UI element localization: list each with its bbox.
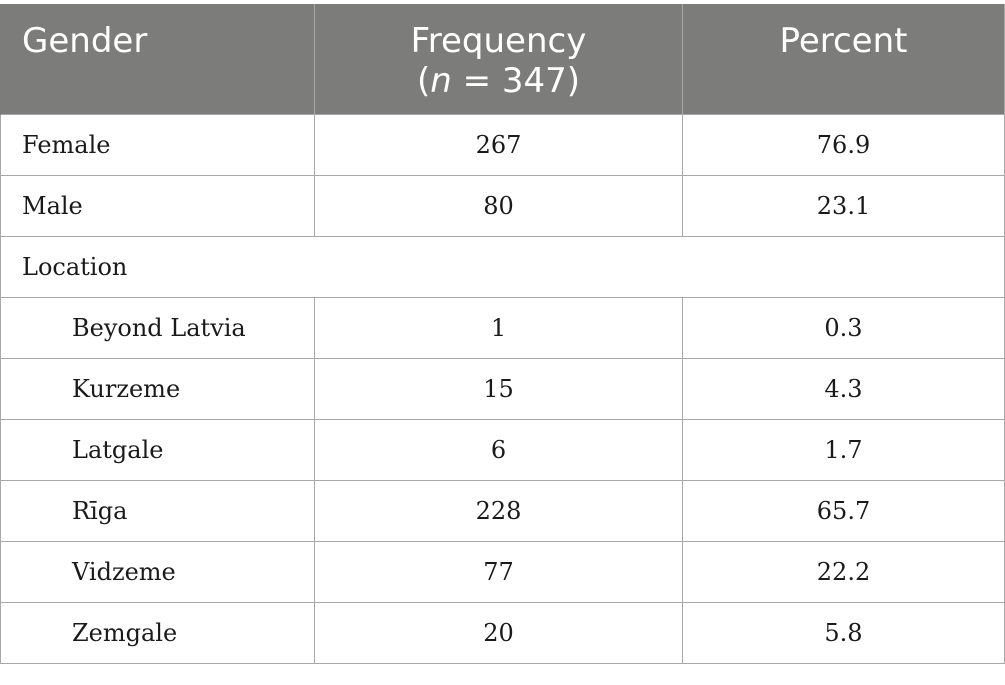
- row-label: Kurzeme: [0, 358, 315, 420]
- row-label: Vidzeme: [0, 541, 315, 603]
- section-row: Location: [0, 236, 1005, 298]
- table-row: Vidzeme 77 22.2: [0, 541, 1005, 603]
- table-row: Kurzeme 15 4.3: [0, 358, 1005, 420]
- row-label: Latgale: [0, 419, 315, 481]
- section-label: Location: [0, 236, 1005, 298]
- row-frequency: 80: [314, 175, 683, 237]
- row-percent: 76.9: [682, 114, 1005, 176]
- table-row: Latgale 6 1.7: [0, 419, 1005, 481]
- table-row: Male 80 23.1: [0, 175, 1005, 237]
- table-body: Female 267 76.9 Male 80 23.1 Location Beyond La…: [0, 114, 1005, 664]
- header-percent: Percent: [682, 4, 1005, 115]
- header-frequency: Frequency (n = 347): [314, 4, 683, 115]
- row-frequency: 15: [314, 358, 683, 420]
- row-percent: 0.3: [682, 297, 1005, 359]
- row-frequency: 228: [314, 480, 683, 542]
- header-frequency-label: Frequency: [410, 21, 587, 61]
- row-percent: 22.2: [682, 541, 1005, 603]
- row-percent: 65.7: [682, 480, 1005, 542]
- header-n-open: (: [416, 61, 431, 101]
- row-label: Male: [0, 175, 315, 237]
- row-percent: 1.7: [682, 419, 1005, 481]
- header-row: Gender Frequency (n = 347) Percent: [0, 4, 1005, 115]
- row-frequency: 6: [314, 419, 683, 481]
- table-row: Zemgale 20 5.8: [0, 602, 1005, 664]
- header-n-symbol: n: [430, 61, 452, 101]
- row-percent: 23.1: [682, 175, 1005, 237]
- row-frequency: 20: [314, 602, 683, 664]
- row-frequency: 1: [314, 297, 683, 359]
- row-label: Zemgale: [0, 602, 315, 664]
- row-frequency: 267: [314, 114, 683, 176]
- table-row: Beyond Latvia 1 0.3: [0, 297, 1005, 359]
- header-gender: Gender: [0, 4, 315, 115]
- table-row: Female 267 76.9: [0, 114, 1005, 176]
- table-row: Rīga 228 65.7: [0, 480, 1005, 542]
- row-percent: 5.8: [682, 602, 1005, 664]
- row-percent: 4.3: [682, 358, 1005, 420]
- row-label: Rīga: [0, 480, 315, 542]
- row-label: Female: [0, 114, 315, 176]
- header-n-value: = 347): [451, 61, 581, 101]
- table-header: Gender Frequency (n = 347) Percent: [0, 4, 1005, 115]
- demographics-table: Gender Frequency (n = 347) Percent Femal…: [0, 4, 1005, 664]
- row-frequency: 77: [314, 541, 683, 603]
- row-label: Beyond Latvia: [0, 297, 315, 359]
